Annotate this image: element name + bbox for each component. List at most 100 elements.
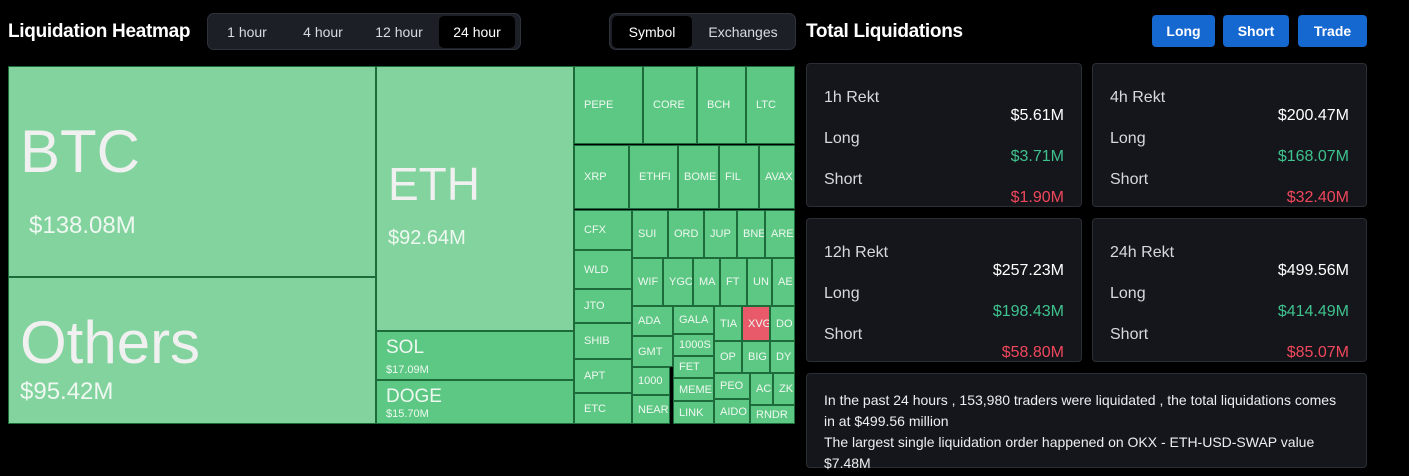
card-total: $257.23M xyxy=(992,262,1064,279)
tile-label: YGC xyxy=(669,276,693,288)
tile-label: ORD xyxy=(674,228,699,240)
row-value: $3.71M xyxy=(1010,148,1064,165)
card-title: 12h Rekt xyxy=(824,244,889,261)
row-label: Short xyxy=(1110,171,1149,188)
row-label: Long xyxy=(1110,285,1146,302)
tile-label: XVG xyxy=(748,317,770,330)
heatmap-tile: BCH xyxy=(697,66,746,144)
card-row: Short $32.40M xyxy=(1110,171,1349,206)
tile-label: AIDO xyxy=(720,405,747,418)
tile-label: BIG xyxy=(748,351,767,363)
tile-label: JUP xyxy=(710,228,731,240)
tile-label: ARE xyxy=(771,228,794,240)
heatmap-tile: 1000S xyxy=(673,334,714,356)
heatmap-tile: JTO xyxy=(574,289,632,323)
tile-label: DOGE xyxy=(386,386,442,407)
heatmap-tile: LTC xyxy=(746,66,795,144)
heatmap-tile: BTC $138.08M xyxy=(8,66,376,277)
row-label: Long xyxy=(1110,130,1146,147)
row-value: $414.49M xyxy=(1277,303,1349,320)
heatmap-tile: UN xyxy=(747,258,772,306)
tile-label: CFX xyxy=(584,224,606,236)
row-value: $58.80M xyxy=(1001,344,1064,361)
stat-card: 12h Rekt $257.23M Long $198.43M Short $58.80M xyxy=(806,218,1082,362)
heatmap-tile: DO xyxy=(770,306,795,341)
row-value: $198.43M xyxy=(992,303,1064,320)
card-title: 24h Rekt xyxy=(1110,244,1175,261)
card-header: 24h Rekt $499.56M xyxy=(1110,244,1349,279)
heatmap-tile: ARE xyxy=(765,210,795,258)
row-value: $168.07M xyxy=(1277,148,1349,165)
tile-label: Others xyxy=(20,309,201,376)
tile-value: $15.70M xyxy=(386,408,429,420)
card-row: Long $414.49M xyxy=(1110,285,1349,320)
time-tab[interactable]: 1 hour xyxy=(227,24,267,40)
card-title: 4h Rekt xyxy=(1110,89,1166,106)
time-tab[interactable]: 24 hour xyxy=(439,16,515,48)
note-line: In the past 24 hours , 153,980 traders w… xyxy=(824,392,1337,429)
tile-label: BOME xyxy=(684,171,717,183)
tile-label: OP xyxy=(720,351,736,363)
row-label: Short xyxy=(824,326,863,343)
time-tabs: 1 hour 4 hour 12 hour 24 hour xyxy=(207,13,521,50)
card-row: Long $198.43M xyxy=(824,285,1064,320)
card-total: $499.56M xyxy=(1277,262,1349,279)
tile-label: FIL xyxy=(725,171,741,183)
heatmap-tile: Others $95.42M xyxy=(8,277,376,424)
tile-label: ETC xyxy=(584,402,606,415)
heatmap-tile: CORE xyxy=(643,66,697,144)
tile-label: LINK xyxy=(679,406,704,419)
tile-label: ZK xyxy=(779,383,794,395)
tile-label: AE xyxy=(778,276,793,288)
action-button[interactable]: Short xyxy=(1223,15,1289,47)
tile-label: BTC xyxy=(20,118,140,185)
heatmap-tile: NEAR xyxy=(632,395,670,424)
time-tab[interactable]: 12 hour xyxy=(375,24,423,40)
tile-label: BNE xyxy=(743,228,765,240)
time-tab[interactable]: 4 hour xyxy=(303,24,343,40)
card-row: Short $85.07M xyxy=(1110,326,1349,361)
card-header: 4h Rekt $200.47M xyxy=(1110,89,1349,124)
heatmap-tile: CFX xyxy=(574,210,632,250)
heatmap-tile: BOME xyxy=(678,145,719,209)
tile-label: ETHFI xyxy=(639,171,671,183)
tile-label: WIF xyxy=(638,276,659,288)
tile-label: SHIB xyxy=(584,335,610,347)
heatmap-tile: OP xyxy=(714,341,742,373)
heatmap-tile: ETC xyxy=(574,393,632,424)
heatmap-tile: AE xyxy=(772,258,795,306)
view-tab[interactable]: Exchanges xyxy=(708,24,778,40)
heatmap-tile: ADA xyxy=(632,306,673,336)
heatmap-tile: PEPE xyxy=(574,66,643,144)
tile-label: JTO xyxy=(584,300,605,312)
card-row: Long $168.07M xyxy=(1110,130,1349,165)
heatmap-tile: WLD xyxy=(574,250,632,289)
tile-label: APT xyxy=(584,370,606,382)
tile-label: PEO xyxy=(720,380,744,392)
heatmap-tile: AVAX xyxy=(759,145,795,209)
action-button[interactable]: Trade xyxy=(1298,15,1367,47)
heatmap-tile: ETHFI xyxy=(629,145,678,209)
summary-title: Total Liquidations xyxy=(806,21,963,42)
tile-label: FT xyxy=(726,276,740,288)
card-row: Long $3.71M xyxy=(824,130,1064,165)
heatmap-tile: WIF xyxy=(632,258,663,306)
heatmap-tile: ETH $92.64M xyxy=(376,66,574,331)
tile-label: ETH xyxy=(388,158,480,210)
tile-label: AC xyxy=(756,383,772,395)
heatmap-title: Liquidation Heatmap xyxy=(8,21,191,42)
tile-label: NEAR xyxy=(638,403,669,416)
heatmap-tile: ZK xyxy=(773,373,795,405)
tile-label: ADA xyxy=(638,315,661,327)
tile-value: $138.08M xyxy=(29,212,136,239)
tile-label: RNDR xyxy=(756,408,788,421)
tile-label: 1000 xyxy=(638,375,663,387)
heatmap-tile: AIDO xyxy=(714,399,750,424)
heatmap-tile: YGC xyxy=(663,258,693,306)
tile-label: MEME xyxy=(679,383,712,396)
action-button[interactable]: Long xyxy=(1152,15,1215,47)
row-label: Short xyxy=(1110,326,1149,343)
heatmap-tile: FIL xyxy=(719,145,759,209)
view-tab[interactable]: Symbol xyxy=(612,16,692,48)
